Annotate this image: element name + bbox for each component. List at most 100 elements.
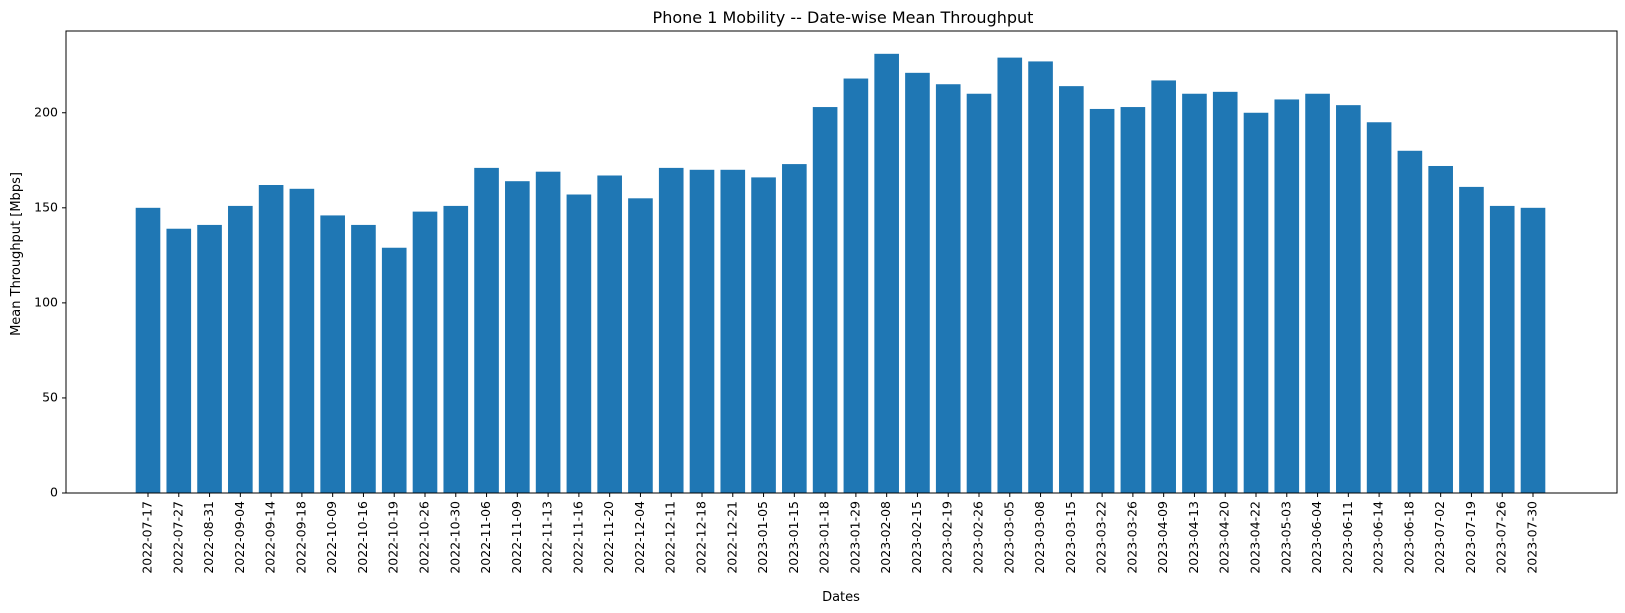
x-tick-label: 2022-07-17 (140, 501, 155, 574)
bar-2022-09-04 (228, 205, 253, 493)
x-tick-label: 2022-08-31 (201, 501, 216, 574)
x-tick-label: 2023-04-20 (1217, 501, 1232, 574)
bar-2023-03-22 (1089, 108, 1115, 493)
bar-2023-07-26 (1489, 205, 1515, 493)
x-tick-label: 2023-06-11 (1340, 501, 1355, 574)
bar-2023-04-20 (1212, 91, 1238, 493)
bar-2022-07-27 (166, 228, 192, 493)
y-axis: 0 50 100 150 200 (34, 104, 66, 500)
x-tick-label: 2023-03-08 (1032, 501, 1047, 574)
x-tick-label: 2023-01-29 (847, 501, 862, 574)
x-tick-label: 2022-09-18 (293, 501, 308, 574)
x-tick-label: 2023-03-05 (1001, 501, 1016, 574)
bar-2022-10-19 (381, 247, 407, 493)
x-tick-label: 2023-01-15 (786, 501, 801, 574)
x-tick-label: 2023-03-26 (1124, 501, 1139, 574)
bar-2023-01-29 (843, 78, 869, 494)
x-tick-label: 2023-03-15 (1063, 501, 1078, 574)
x-tick-label: 2022-11-06 (478, 501, 493, 574)
x-tick-label: 2023-06-04 (1309, 501, 1324, 574)
bar-2022-10-30 (443, 205, 469, 493)
x-tick-label: 2023-06-14 (1371, 501, 1386, 574)
bar-2023-03-08 (1028, 61, 1053, 494)
bar-2022-10-09 (320, 215, 345, 494)
x-axis: 2022-07-17 2022-07-27 2022-08-31 2022-09-04… (140, 493, 1540, 574)
bar-2023-02-15 (905, 72, 930, 494)
x-tick-label: 2022-07-27 (170, 501, 185, 574)
bar-2022-11-16 (566, 194, 592, 494)
bar-2022-12-11 (658, 167, 684, 493)
y-tick-label: 0 (50, 485, 58, 500)
bar-2022-11-06 (474, 167, 499, 493)
bar-2023-07-19 (1459, 186, 1484, 493)
x-tick-label: 2023-07-19 (1463, 501, 1478, 574)
bar-2023-02-26 (966, 93, 992, 494)
x-tick-label: 2022-12-21 (724, 501, 739, 574)
x-tick-label: 2022-11-09 (509, 501, 524, 574)
bar-2023-04-22 (1243, 112, 1269, 494)
x-tick-label: 2023-02-15 (909, 501, 924, 574)
bar-2022-12-21 (720, 169, 746, 493)
bar-2022-10-16 (351, 224, 376, 494)
bar-2022-07-17 (135, 207, 161, 493)
x-tick-label: 2022-12-18 (694, 501, 709, 574)
x-tick-label: 2022-09-04 (232, 501, 247, 574)
x-tick-label: 2023-01-05 (755, 501, 770, 574)
x-tick-label: 2022-11-16 (570, 501, 585, 574)
bar-2022-10-26 (412, 211, 438, 493)
bar-2023-02-08 (874, 53, 899, 493)
bar-2022-09-14 (258, 185, 284, 493)
bar-2023-06-04 (1305, 93, 1330, 494)
y-axis-label: Mean Throughput [Mbps] (9, 172, 24, 336)
y-tick-label: 100 (34, 294, 58, 309)
x-tick-label: 2022-11-20 (601, 501, 616, 574)
bar-2022-11-09 (505, 181, 530, 494)
bar-2023-01-05 (751, 177, 776, 493)
x-tick-label: 2023-06-18 (1401, 501, 1416, 574)
bar-2022-11-20 (597, 175, 622, 493)
bar-2023-03-05 (997, 57, 1023, 494)
bar-2023-07-30 (1520, 207, 1546, 493)
plot-frame (65, 30, 1618, 494)
x-tick-label: 2023-02-19 (940, 501, 955, 574)
x-tick-label: 2022-10-09 (324, 501, 339, 574)
x-tick-label: 2023-07-30 (1525, 501, 1540, 574)
x-tick-label: 2023-07-02 (1432, 501, 1447, 574)
x-tick-label: 2023-04-22 (1248, 501, 1263, 574)
bar-2023-06-11 (1336, 105, 1361, 494)
bar-2023-03-15 (1059, 86, 1084, 493)
bar-2022-08-31 (197, 224, 222, 494)
bar-2023-06-18 (1397, 150, 1423, 493)
bar-2022-11-13 (535, 171, 561, 494)
bar-2022-09-18 (289, 188, 315, 493)
bar-2023-05-03 (1274, 99, 1300, 493)
bar-2023-03-26 (1120, 107, 1146, 494)
x-axis-label: Dates (822, 590, 860, 605)
y-tick-label: 200 (34, 104, 58, 119)
bar-2022-12-18 (689, 169, 715, 493)
bar-2023-01-15 (782, 164, 807, 493)
x-tick-label: 2023-04-09 (1155, 501, 1170, 574)
bar-2023-04-09 (1151, 80, 1176, 493)
x-tick-label: 2023-04-13 (1186, 501, 1201, 574)
x-tick-label: 2022-12-04 (632, 501, 647, 574)
bar-2022-12-04 (628, 198, 653, 493)
chart-title: Phone 1 Mobility -- Date-wise Mean Throu… (653, 8, 1034, 27)
bar-2023-02-19 (935, 84, 961, 494)
x-tick-label: 2023-02-26 (971, 501, 986, 574)
x-tick-label: 2022-10-30 (447, 501, 462, 574)
x-tick-label: 2023-03-22 (1094, 501, 1109, 574)
x-tick-label: 2023-01-18 (817, 501, 832, 574)
x-tick-label: 2022-10-19 (386, 501, 401, 574)
bar-2023-04-13 (1182, 93, 1207, 494)
y-tick-label: 50 (42, 389, 58, 404)
x-tick-label: 2023-02-08 (878, 501, 893, 574)
x-tick-label: 2023-07-26 (1494, 501, 1509, 574)
bar-2023-01-18 (812, 107, 838, 494)
x-tick-label: 2022-12-11 (663, 501, 678, 574)
x-tick-label: 2022-10-16 (355, 501, 370, 574)
x-tick-label: 2022-10-26 (417, 501, 432, 574)
bar-2023-07-02 (1428, 165, 1453, 493)
